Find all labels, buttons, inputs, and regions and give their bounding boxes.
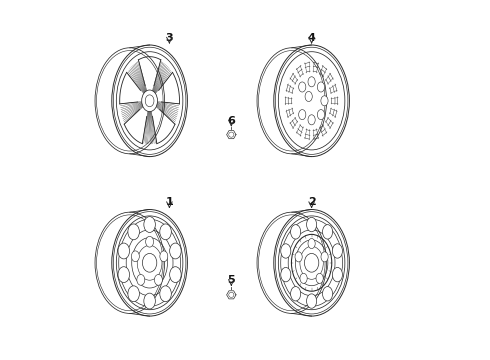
Text: 4: 4 [308,33,316,43]
Ellipse shape [298,82,306,92]
Ellipse shape [128,286,140,302]
Ellipse shape [145,95,154,107]
Ellipse shape [318,82,324,92]
Text: 3: 3 [166,33,173,43]
Ellipse shape [332,244,343,258]
Ellipse shape [118,243,129,259]
Ellipse shape [160,286,172,302]
Text: 1: 1 [166,197,173,207]
Ellipse shape [291,225,301,239]
Ellipse shape [170,243,181,259]
Ellipse shape [321,252,328,262]
Ellipse shape [300,273,307,283]
Ellipse shape [308,239,315,249]
Polygon shape [227,291,236,299]
Polygon shape [227,131,236,139]
Ellipse shape [118,267,129,283]
Ellipse shape [170,267,181,283]
Ellipse shape [146,236,153,247]
Ellipse shape [307,217,317,232]
Ellipse shape [308,77,315,87]
Ellipse shape [143,253,157,272]
Ellipse shape [281,244,291,258]
Ellipse shape [142,90,157,112]
Ellipse shape [307,294,317,308]
Ellipse shape [322,287,333,301]
Ellipse shape [160,224,172,240]
Text: 6: 6 [227,116,235,126]
Ellipse shape [332,267,343,282]
Ellipse shape [137,274,145,285]
Ellipse shape [295,252,302,262]
Ellipse shape [154,274,162,285]
Ellipse shape [128,224,140,240]
Ellipse shape [281,267,291,282]
Ellipse shape [318,109,324,120]
Ellipse shape [291,287,301,301]
Ellipse shape [305,91,312,102]
Ellipse shape [308,115,315,125]
Ellipse shape [321,96,328,106]
Ellipse shape [298,109,306,120]
Ellipse shape [304,253,319,272]
Text: 5: 5 [227,275,235,285]
Ellipse shape [131,251,139,262]
Ellipse shape [316,273,323,283]
Ellipse shape [144,217,155,233]
Ellipse shape [160,251,168,262]
Text: 2: 2 [308,197,316,207]
Ellipse shape [144,293,155,309]
Ellipse shape [322,225,333,239]
